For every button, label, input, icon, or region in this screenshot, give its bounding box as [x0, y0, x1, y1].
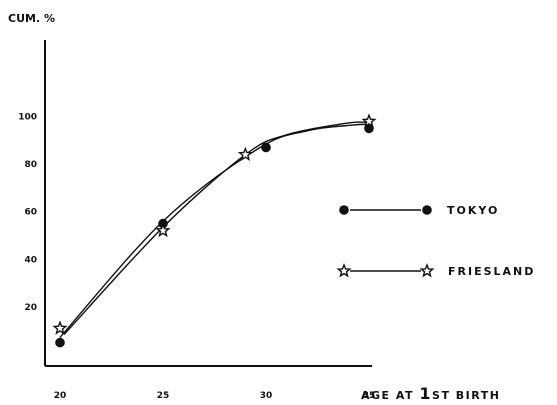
- series-lines: [59, 121, 370, 338]
- data-point-friesland: [52, 320, 68, 335]
- legend-marker-tokyo: [422, 205, 432, 215]
- x-tick-label: 20: [54, 391, 67, 401]
- x-tick-label: 35: [363, 391, 376, 401]
- x-ticks: 20 25 30 35: [54, 391, 376, 401]
- y-tick-label: 100: [18, 113, 37, 123]
- y-tick-label: 20: [24, 303, 37, 313]
- y-ticks: 20 40 60 80 100: [18, 113, 37, 313]
- x-axis-label-suffix: ST BIRTH: [432, 389, 500, 402]
- data-point-friesland: [155, 222, 171, 238]
- legend-marker-tokyo: [339, 205, 349, 215]
- legend-item-friesland: FRIESLAND: [336, 263, 535, 278]
- series-line-friesland: [63, 121, 370, 335]
- data-point-tokyo: [55, 337, 65, 348]
- y-tick-label: 80: [24, 160, 37, 170]
- x-tick-label: 30: [260, 391, 273, 401]
- data-point-friesland: [237, 146, 253, 161]
- x-axis-label: AGE AT 1ST BIRTH: [361, 384, 500, 403]
- y-tick-label: 40: [24, 255, 37, 265]
- y-axis-label-text: CUM. %: [8, 12, 55, 25]
- legend-marker-friesland: [419, 263, 435, 278]
- series-line-tokyo: [59, 123, 370, 338]
- x-tick-label: 25: [157, 391, 170, 401]
- data-point-tokyo: [261, 142, 271, 153]
- y-tick-label: 60: [24, 208, 37, 218]
- x-axis-label-prefix: AGE AT: [361, 389, 419, 402]
- series-markers: [52, 113, 377, 348]
- legend-label-friesland: FRIESLAND: [448, 265, 535, 278]
- y-axis-label: CUM. %: [8, 12, 55, 25]
- legend-item-tokyo: TOKYO: [339, 204, 499, 217]
- legend-label-tokyo: TOKYO: [447, 204, 499, 217]
- legend: TOKYO FRIESLAND: [336, 204, 535, 278]
- axes: [44, 40, 372, 367]
- x-axis-label-big: 1: [419, 384, 432, 403]
- legend-marker-friesland: [336, 263, 352, 278]
- data-point-friesland: [361, 113, 377, 128]
